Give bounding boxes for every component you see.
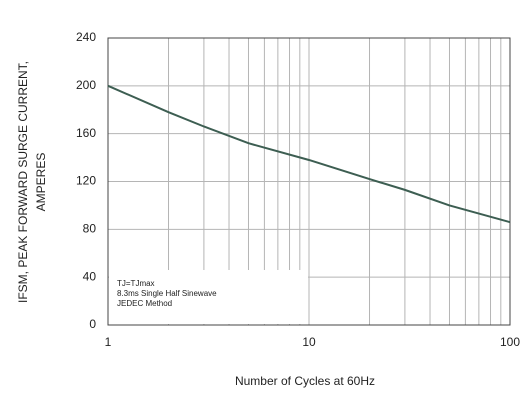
annotation: JEDEC Method [117,299,172,308]
y-tick-label: 240 [76,30,96,44]
y-tick-label: 120 [76,174,96,188]
y-tick-label: 160 [76,126,96,140]
x-axis-label: Number of Cycles at 60Hz [235,374,375,388]
x-tick-label: 100 [500,335,520,349]
x-tick-label: 10 [302,335,316,349]
y-tick-label: 80 [83,222,97,236]
annotation-box [109,270,308,324]
annotation: TJ=TJmax [117,279,155,288]
y-tick-label: 40 [83,269,97,283]
x-tick-label: 1 [105,335,112,349]
annotation: 8.3ms Single Half Sinewave [117,289,217,298]
plot-frame [107,37,511,326]
y-tick-label: 0 [89,317,96,331]
y-axis-label: AMPERES [34,153,48,212]
data-line [107,84,511,224]
y-axis-label: IFSM, PEAK FORWARD SURGE CURRENT, [16,61,30,303]
y-tick-label: 200 [76,78,96,92]
